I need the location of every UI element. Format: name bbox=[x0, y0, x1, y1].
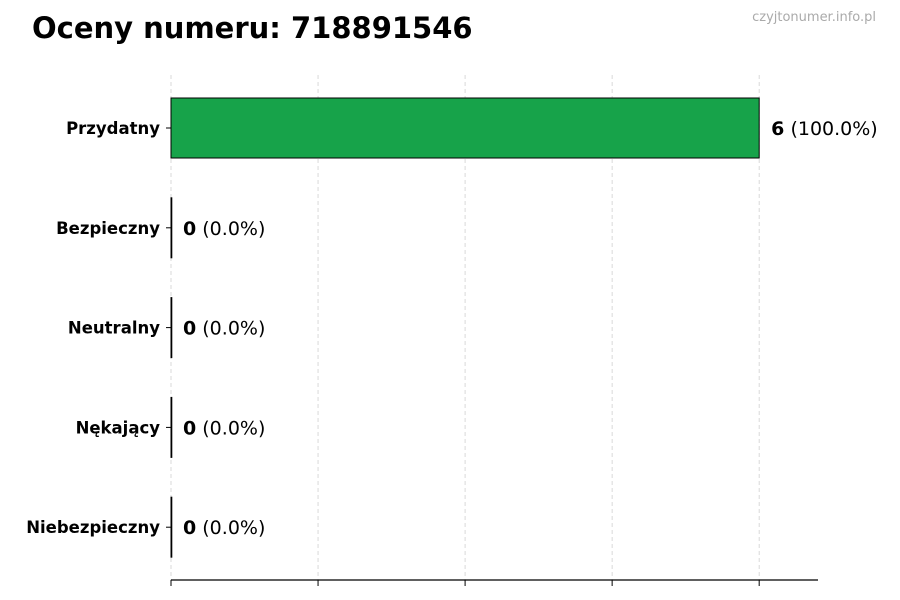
category-label: Przydatny bbox=[66, 119, 160, 138]
value-label: 0 (0.0%) bbox=[183, 318, 265, 340]
bar-2 bbox=[170, 297, 173, 359]
value-label: 0 (0.0%) bbox=[183, 417, 265, 439]
bar-1 bbox=[170, 197, 173, 259]
bar-3 bbox=[170, 396, 173, 458]
value-label: 0 (0.0%) bbox=[183, 218, 265, 240]
category-label: Neutralny bbox=[68, 319, 160, 338]
chart-title: Oceny numeru: 718891546 bbox=[32, 11, 473, 45]
value-label: 0 (0.0%) bbox=[183, 517, 265, 539]
category-label: Nękający bbox=[76, 418, 161, 437]
bar-4 bbox=[170, 496, 173, 558]
value-label: 6 (100.0%) bbox=[771, 118, 878, 140]
category-label: Bezpieczny bbox=[56, 219, 160, 238]
category-label: Niebezpieczny bbox=[26, 518, 160, 537]
bar-0 bbox=[170, 97, 760, 159]
watermark: czyjtonumer.info.pl bbox=[752, 10, 876, 25]
